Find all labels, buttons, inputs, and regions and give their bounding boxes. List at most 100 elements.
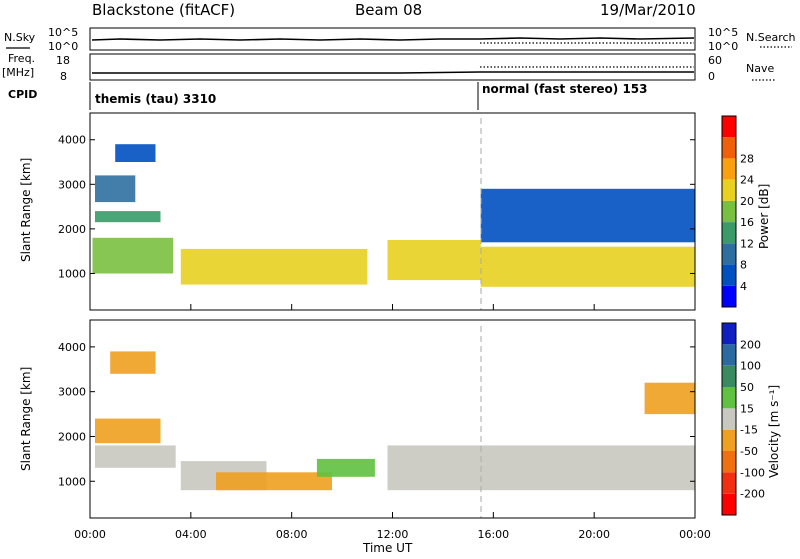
cpid-label: CPID bbox=[8, 88, 37, 101]
power-yticks: 1000 2000 3000 4000 bbox=[58, 134, 695, 280]
velocity-echo-band-2 bbox=[95, 445, 176, 468]
power-colorbar-swatch bbox=[722, 137, 736, 159]
velocity-colorbar-swatch bbox=[722, 408, 736, 430]
velocity-colorbar-tick: -100 bbox=[740, 466, 765, 479]
velocity-colorbar-swatch bbox=[722, 387, 736, 409]
velocity-ytick-label: 1000 bbox=[58, 475, 86, 488]
velocity-colorbar-tick: 15 bbox=[740, 402, 754, 415]
velocity-colorbar-tick: 200 bbox=[740, 338, 761, 351]
nsearch-bottom-tick: 10^0 bbox=[708, 40, 738, 53]
beam-title: Beam 08 bbox=[355, 1, 422, 19]
power-colorbar-swatch bbox=[722, 200, 736, 223]
power-echo-band-2 bbox=[95, 211, 161, 223]
freq-trace bbox=[92, 71, 694, 74]
power-colorbar: 4 8 12 16 20 24 28 bbox=[721, 115, 754, 308]
xtick-label: 04:00 bbox=[175, 528, 207, 541]
nsearch-top-tick: 10^5 bbox=[708, 26, 738, 39]
power-scatter bbox=[92, 144, 695, 287]
xtick-label: 00:00 bbox=[74, 528, 106, 541]
nsky-top-tick: 10^5 bbox=[48, 26, 78, 39]
nsky-strip bbox=[89, 27, 696, 51]
velocity-colorbar-tick: -50 bbox=[740, 445, 758, 458]
power-panel: Slant Range [km] 1000 2000 3000 4000 bbox=[19, 112, 696, 311]
nsky-label: N.Sky bbox=[4, 31, 36, 44]
power-ytick-label: 1000 bbox=[58, 267, 86, 280]
velocity-panel: Slant Range [km] 1000 2000 3000 4000 bbox=[19, 319, 696, 519]
velocity-colorbar-tick: -15 bbox=[740, 424, 758, 437]
power-ylabel: Slant Range [km] bbox=[19, 158, 33, 262]
velocity-echo-band-6 bbox=[387, 445, 695, 491]
velocity-ylabel: Slant Range [km] bbox=[19, 367, 33, 471]
power-colorbar-tick: 20 bbox=[740, 195, 754, 208]
station-title: Blackstone (fitACF) bbox=[92, 1, 235, 19]
power-echo-band-6 bbox=[480, 246, 695, 287]
power-colorbar-tick: 8 bbox=[740, 259, 747, 272]
freq-strip bbox=[89, 53, 696, 81]
power-echo-band-7 bbox=[480, 188, 695, 243]
power-echo-band-1 bbox=[95, 175, 136, 203]
nsearch-label: N.Search bbox=[746, 31, 796, 44]
power-echo-band-3 bbox=[92, 237, 174, 274]
freq-bottom-tick: 8 bbox=[60, 70, 67, 83]
power-colorbar-swatch bbox=[722, 222, 736, 244]
power-colorbar-frame bbox=[721, 115, 737, 308]
nave-top-tick: 60 bbox=[708, 54, 722, 67]
velocity-colorbar-swatch bbox=[722, 451, 736, 473]
velocity-colorbar-tick: -200 bbox=[740, 488, 765, 501]
xtick-label: 20:00 bbox=[578, 528, 610, 541]
cpid-mode-2: normal (fast stereo) 153 bbox=[482, 82, 648, 96]
xtick-label: 08:00 bbox=[276, 528, 308, 541]
velocity-colorbar-swatch bbox=[722, 323, 736, 345]
velocity-echo-band-0 bbox=[110, 351, 156, 374]
cpid-mode-1: themis (tau) 3310 bbox=[95, 92, 216, 106]
power-colorbar-swatch bbox=[722, 285, 736, 307]
power-colorbar-tick: 4 bbox=[740, 280, 747, 293]
power-ytick-label: 4000 bbox=[58, 134, 86, 147]
velocity-echo-band-1 bbox=[95, 418, 161, 444]
velocity-ytick-label: 3000 bbox=[58, 386, 86, 399]
nsky-trace bbox=[91, 37, 695, 41]
xtick-label: 00:00 bbox=[679, 528, 711, 541]
power-colorbar-swatch bbox=[722, 158, 736, 180]
velocity-yticks: 1000 2000 3000 4000 bbox=[58, 341, 695, 488]
power-colorbar-tick: 12 bbox=[740, 237, 754, 250]
power-echo-band-0 bbox=[115, 144, 156, 162]
power-echo-band-5 bbox=[387, 240, 481, 281]
velocity-colorbar: 200 100 50 15 -15 -50 -100 -200 bbox=[721, 322, 765, 516]
velocity-echo-band-5 bbox=[316, 458, 375, 477]
power-ytick-label: 2000 bbox=[58, 223, 86, 236]
power-colorbar-swatch bbox=[722, 116, 736, 138]
nave-bottom-tick: 0 bbox=[708, 70, 715, 83]
freq-unit-label: [MHz] bbox=[2, 66, 34, 79]
velocity-echo-band-4 bbox=[216, 472, 332, 491]
power-colorbar-tick: 28 bbox=[740, 152, 754, 165]
velocity-colorbar-swatch bbox=[722, 493, 736, 515]
xtick-label: 16:00 bbox=[477, 528, 509, 541]
velocity-ytick-label: 4000 bbox=[58, 341, 86, 354]
power-colorbar-tick: 16 bbox=[740, 216, 754, 229]
velocity-colorbar-swatch bbox=[722, 344, 736, 366]
velocity-colorbar-tick: 50 bbox=[740, 381, 754, 394]
velocity-colorbar-tick: 100 bbox=[740, 360, 761, 373]
power-colorbar-swatch bbox=[722, 179, 736, 201]
time-axis-label: Time UT bbox=[362, 541, 413, 554]
power-colorbar-swatch bbox=[722, 243, 736, 265]
xtick-label: 12:00 bbox=[377, 528, 409, 541]
freq-top-tick: 18 bbox=[56, 54, 70, 67]
nsky-bottom-tick: 10^0 bbox=[48, 40, 78, 53]
power-colorbar-tick: 24 bbox=[740, 174, 754, 187]
velocity-colorbar-swatch bbox=[722, 429, 736, 451]
velocity-ytick-label: 2000 bbox=[58, 430, 86, 443]
velocity-echo-band-7 bbox=[644, 382, 695, 415]
velocity-colorbar-swatch bbox=[722, 472, 736, 494]
time-axis: 00:00 04:00 08:00 12:00 16:00 20:00 00:00 bbox=[74, 304, 711, 541]
freq-label: Freq. bbox=[8, 52, 35, 65]
power-colorbar-swatch bbox=[722, 264, 736, 286]
velocity-colorbar-frame bbox=[721, 322, 737, 516]
velocity-colorbar-swatch bbox=[722, 365, 736, 387]
power-ytick-label: 3000 bbox=[58, 178, 86, 191]
velocity-colorbar-label: Velocity [m s⁻¹] bbox=[767, 385, 781, 478]
nave-label: Nave bbox=[746, 62, 774, 75]
